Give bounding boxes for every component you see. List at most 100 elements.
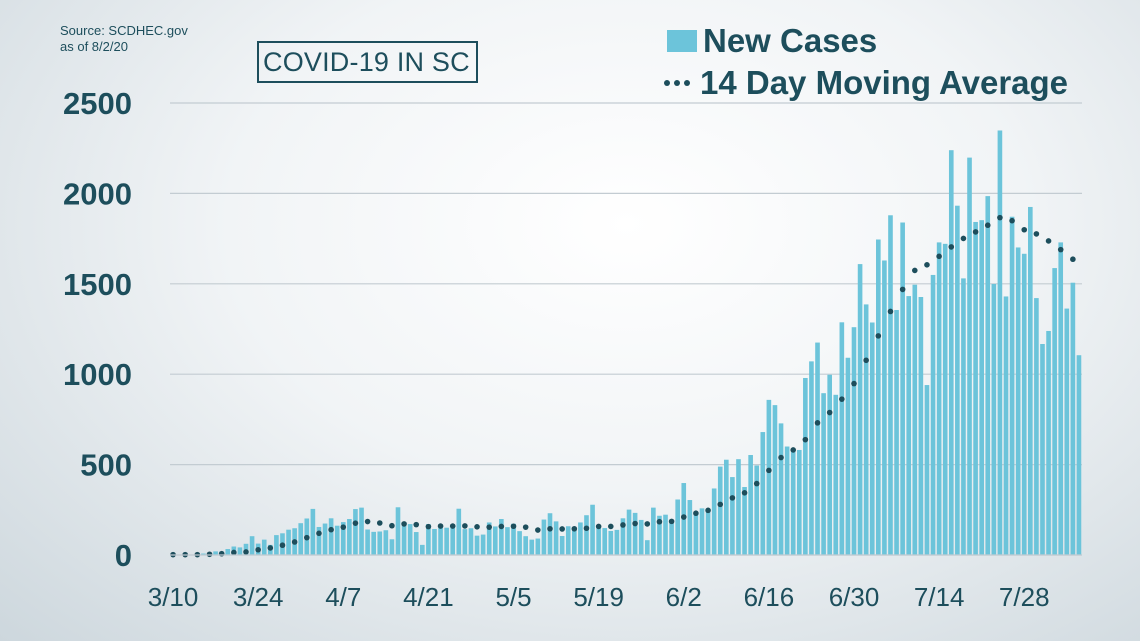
bar bbox=[407, 524, 413, 555]
bar bbox=[1021, 253, 1027, 555]
moving-average-point bbox=[656, 518, 663, 525]
legend-item-moving-average: 14 Day Moving Average bbox=[664, 64, 1068, 102]
bar bbox=[1009, 216, 1015, 555]
bar bbox=[450, 524, 456, 555]
moving-average-point bbox=[936, 253, 942, 260]
moving-average-point bbox=[547, 525, 553, 532]
bar bbox=[833, 394, 839, 555]
bar bbox=[529, 539, 535, 555]
bar bbox=[420, 544, 425, 555]
bar bbox=[778, 423, 784, 555]
bar bbox=[401, 524, 407, 555]
x-tick-label: 6/30 bbox=[829, 582, 880, 612]
moving-average-point bbox=[705, 507, 711, 514]
bar bbox=[359, 507, 364, 555]
moving-average-point bbox=[304, 534, 310, 541]
moving-average-point bbox=[826, 409, 833, 416]
bar bbox=[511, 523, 516, 555]
x-tick-label: 7/14 bbox=[914, 582, 965, 612]
moving-average-point bbox=[218, 550, 225, 557]
bar bbox=[499, 519, 504, 555]
bar bbox=[882, 260, 887, 555]
moving-average-series bbox=[170, 214, 1076, 558]
moving-average-point bbox=[863, 357, 869, 364]
bar bbox=[906, 296, 912, 555]
bar bbox=[389, 539, 395, 555]
bar bbox=[821, 393, 826, 555]
bar bbox=[322, 523, 328, 555]
moving-average-point bbox=[899, 286, 906, 293]
x-tick-label: 5/19 bbox=[573, 582, 624, 612]
bar bbox=[784, 446, 790, 555]
moving-average-point bbox=[389, 522, 395, 529]
bar bbox=[693, 512, 699, 555]
bar bbox=[480, 534, 486, 555]
moving-average-point bbox=[753, 480, 760, 487]
bar bbox=[261, 539, 267, 555]
moving-average-point bbox=[255, 546, 261, 553]
bar bbox=[827, 374, 832, 555]
bar bbox=[912, 284, 918, 555]
bar bbox=[535, 538, 541, 555]
bar bbox=[444, 527, 449, 555]
bar bbox=[225, 549, 231, 555]
bar bbox=[565, 526, 571, 555]
moving-average-point bbox=[948, 244, 955, 250]
bar bbox=[334, 525, 340, 555]
bar bbox=[547, 513, 553, 555]
bar bbox=[638, 519, 644, 555]
bar bbox=[1003, 296, 1009, 555]
moving-average-point bbox=[644, 521, 651, 527]
moving-average-point bbox=[510, 523, 517, 530]
bar bbox=[626, 509, 632, 555]
bar bbox=[432, 528, 437, 555]
moving-average-point bbox=[571, 525, 578, 532]
bar bbox=[237, 547, 243, 555]
moving-average-point bbox=[425, 523, 432, 530]
x-tick-label: 4/21 bbox=[403, 582, 454, 612]
bar bbox=[900, 222, 905, 556]
moving-average-point bbox=[267, 545, 274, 551]
bar bbox=[991, 283, 997, 555]
bar bbox=[687, 500, 693, 555]
bar bbox=[608, 530, 614, 555]
moving-average-point bbox=[1033, 231, 1040, 237]
bar bbox=[809, 361, 814, 555]
bar bbox=[201, 553, 206, 555]
dotted-line-swatch-icon bbox=[664, 80, 694, 86]
bar bbox=[1070, 282, 1076, 555]
chart-title: COVID-19 IN SC bbox=[257, 41, 478, 83]
bar bbox=[796, 449, 802, 555]
moving-average-point bbox=[401, 521, 407, 527]
bar bbox=[760, 432, 766, 555]
bar bbox=[486, 522, 492, 555]
bar bbox=[474, 535, 480, 555]
bar bbox=[365, 529, 370, 555]
x-tick-label: 3/10 bbox=[148, 582, 199, 612]
moving-average-point bbox=[279, 542, 286, 549]
bar bbox=[438, 527, 443, 555]
moving-average-point bbox=[486, 524, 493, 530]
moving-average-point bbox=[839, 396, 845, 402]
bar bbox=[310, 508, 316, 555]
y-tick-label: 1500 bbox=[63, 267, 132, 302]
bar bbox=[462, 529, 468, 555]
bar bbox=[888, 215, 893, 555]
moving-average-point bbox=[693, 510, 699, 517]
moving-average-point bbox=[972, 229, 979, 235]
bar bbox=[426, 524, 431, 555]
bar bbox=[851, 327, 857, 555]
as-of-line: as of 8/2/20 bbox=[60, 39, 128, 54]
bar bbox=[468, 528, 474, 555]
bar bbox=[340, 522, 346, 555]
moving-average-point bbox=[522, 524, 529, 530]
bar bbox=[918, 296, 924, 555]
bar bbox=[505, 527, 510, 555]
bar bbox=[815, 342, 820, 555]
bar bbox=[347, 519, 352, 555]
bar bbox=[541, 519, 547, 555]
x-tick-label: 6/2 bbox=[666, 582, 702, 612]
moving-average-point bbox=[316, 530, 322, 537]
bar bbox=[578, 522, 583, 555]
